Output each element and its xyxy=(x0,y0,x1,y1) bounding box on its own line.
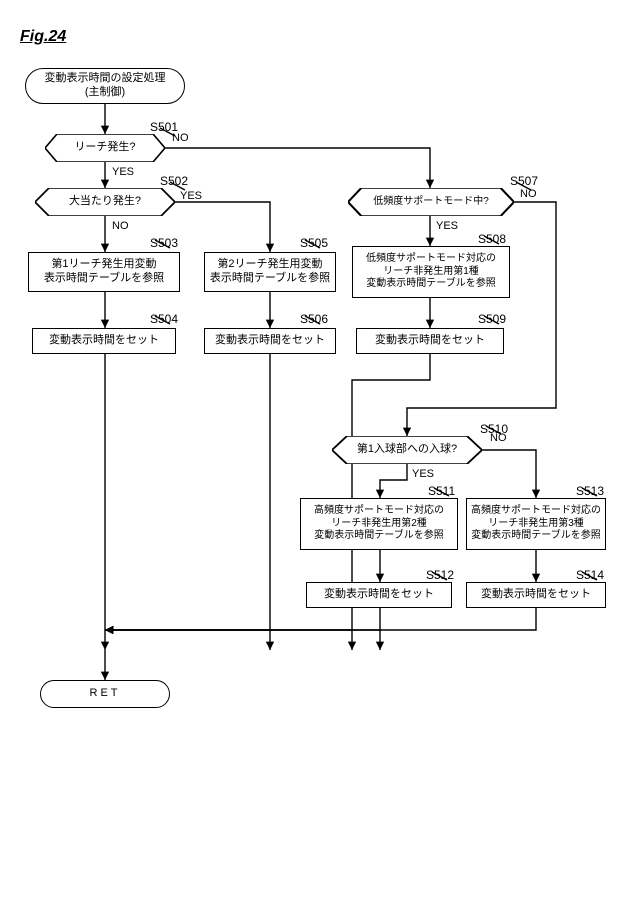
step-label-s502: S502 xyxy=(160,174,188,188)
return-terminal: RET xyxy=(40,680,170,708)
step-label-s506: S506 xyxy=(300,312,328,326)
step-label-s512: S512 xyxy=(426,568,454,582)
decision-s502: 大当たり発生? xyxy=(35,188,175,216)
process-s505: 第2リーチ発生用変動表示時間テーブルを参照 xyxy=(204,252,336,292)
process-s513: 高頻度サポートモード対応のリーチ非発生用第3種変動表示時間テーブルを参照 xyxy=(466,498,606,550)
p503-text: 第1リーチ発生用変動表示時間テーブルを参照 xyxy=(44,258,164,286)
p504-text: 変動表示時間をセット xyxy=(49,334,159,348)
process-s512: 変動表示時間をセット xyxy=(306,582,452,608)
step-label-s511: S511 xyxy=(428,484,455,498)
p512-text: 変動表示時間をセット xyxy=(324,588,434,602)
step-label-s504: S504 xyxy=(150,312,178,326)
d502-yes-label: YES xyxy=(180,190,202,202)
p513-text: 高頻度サポートモード対応のリーチ非発生用第3種変動表示時間テーブルを参照 xyxy=(471,505,601,543)
step-label-s513: S513 xyxy=(576,484,604,498)
d510-no-label: NO xyxy=(490,432,507,444)
step-label-s503: S503 xyxy=(150,236,178,250)
ret-text: RET xyxy=(90,687,121,701)
process-s509: 変動表示時間をセット xyxy=(356,328,504,354)
process-s508: 低頻度サポートモード対応のリーチ非発生用第1種変動表示時間テーブルを参照 xyxy=(352,246,510,298)
start-text: 変動表示時間の設定処理(主制御) xyxy=(45,72,166,100)
d502-no-label: NO xyxy=(112,220,129,232)
decision-s501: リーチ発生? xyxy=(45,134,165,162)
step-label-s507: S507 xyxy=(510,174,538,188)
step-label-s505: S505 xyxy=(300,236,328,250)
p511-text: 高頻度サポートモード対応のリーチ非発生用第2種変動表示時間テーブルを参照 xyxy=(314,505,444,543)
d510-text: 第1入球部への入球? xyxy=(357,443,457,457)
figure-label: Fig.24 xyxy=(20,28,66,46)
step-label-s509: S509 xyxy=(478,312,506,326)
p505-text: 第2リーチ発生用変動表示時間テーブルを参照 xyxy=(210,258,330,286)
start-terminal: 変動表示時間の設定処理(主制御) xyxy=(25,68,185,104)
d501-text: リーチ発生? xyxy=(74,141,135,155)
d507-text: 低頻度サポートモード中? xyxy=(373,196,489,209)
step-label-s508: S508 xyxy=(478,232,506,246)
process-s511: 高頻度サポートモード対応のリーチ非発生用第2種変動表示時間テーブルを参照 xyxy=(300,498,458,550)
decision-s507: 低頻度サポートモード中? xyxy=(348,188,514,216)
process-s504: 変動表示時間をセット xyxy=(32,328,176,354)
d502-text: 大当たり発生? xyxy=(69,195,141,209)
d507-no-label: NO xyxy=(520,188,537,200)
d501-no-label: NO xyxy=(172,132,189,144)
d510-yes-label: YES xyxy=(412,468,434,480)
p509-text: 変動表示時間をセット xyxy=(375,334,485,348)
decision-s510: 第1入球部への入球? xyxy=(332,436,482,464)
p506-text: 変動表示時間をセット xyxy=(215,334,325,348)
d501-yes-label: YES xyxy=(112,166,134,178)
p508-text: 低頻度サポートモード対応のリーチ非発生用第1種変動表示時間テーブルを参照 xyxy=(366,253,496,291)
process-s514: 変動表示時間をセット xyxy=(466,582,606,608)
process-s506: 変動表示時間をセット xyxy=(204,328,336,354)
step-label-s514: S514 xyxy=(576,568,604,582)
p514-text: 変動表示時間をセット xyxy=(481,588,591,602)
d507-yes-label: YES xyxy=(436,220,458,232)
process-s503: 第1リーチ発生用変動表示時間テーブルを参照 xyxy=(28,252,180,292)
